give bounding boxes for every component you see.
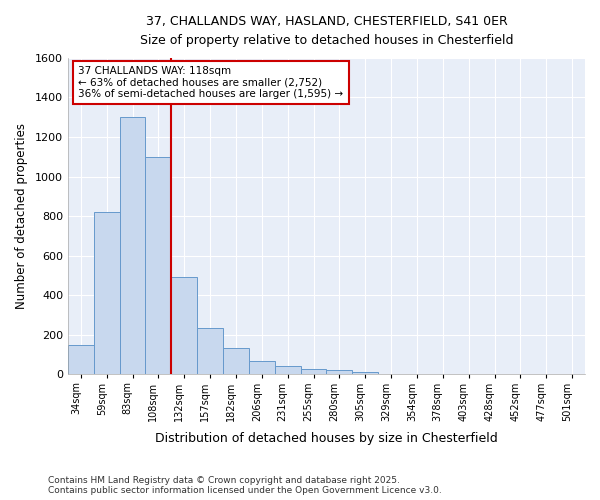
Bar bbox=[94, 212, 119, 374]
Bar bbox=[197, 328, 223, 374]
Bar bbox=[275, 366, 301, 374]
Bar bbox=[301, 370, 326, 374]
Bar bbox=[172, 278, 197, 374]
Text: Contains HM Land Registry data © Crown copyright and database right 2025.
Contai: Contains HM Land Registry data © Crown c… bbox=[48, 476, 442, 495]
Bar bbox=[68, 345, 94, 374]
Bar bbox=[145, 157, 172, 374]
Bar bbox=[223, 348, 249, 374]
Title: 37, CHALLANDS WAY, HASLAND, CHESTERFIELD, S41 0ER
Size of property relative to d: 37, CHALLANDS WAY, HASLAND, CHESTERFIELD… bbox=[140, 15, 513, 47]
Y-axis label: Number of detached properties: Number of detached properties bbox=[15, 123, 28, 309]
Text: 37 CHALLANDS WAY: 118sqm
← 63% of detached houses are smaller (2,752)
36% of sem: 37 CHALLANDS WAY: 118sqm ← 63% of detach… bbox=[78, 66, 343, 99]
Bar bbox=[249, 360, 275, 374]
Bar bbox=[326, 370, 352, 374]
X-axis label: Distribution of detached houses by size in Chesterfield: Distribution of detached houses by size … bbox=[155, 432, 498, 445]
Bar bbox=[119, 117, 145, 374]
Bar bbox=[352, 372, 378, 374]
